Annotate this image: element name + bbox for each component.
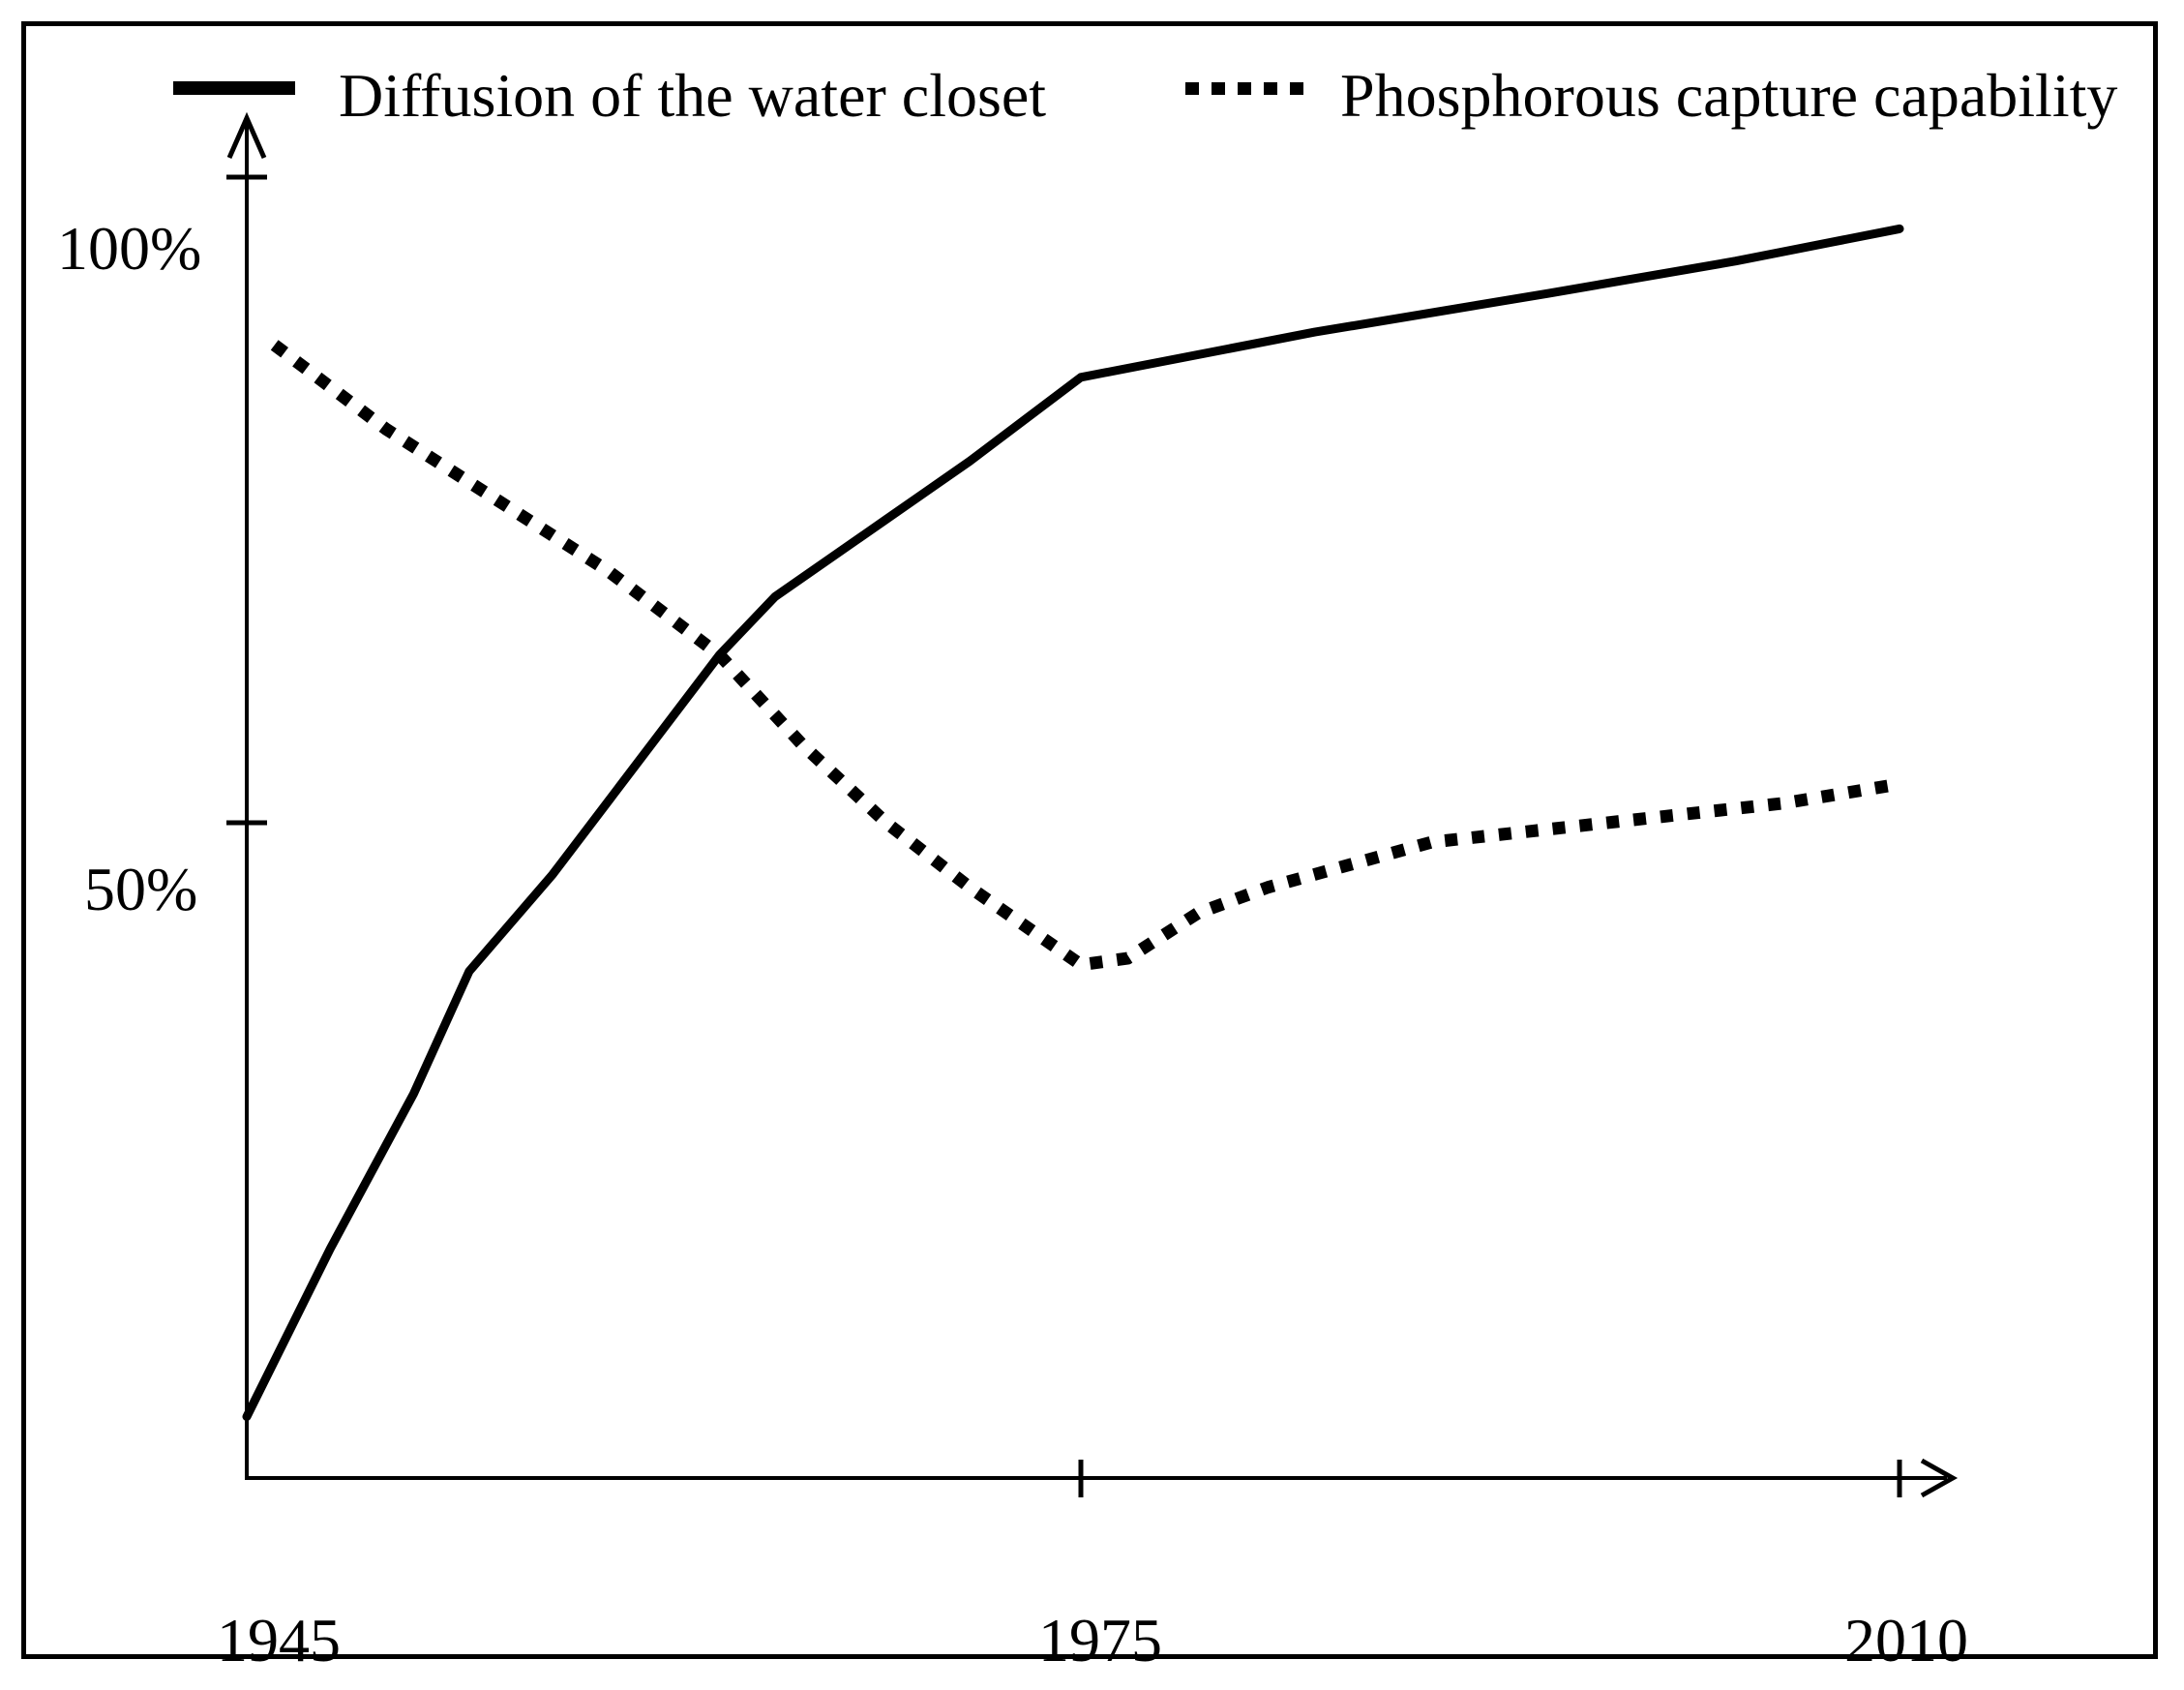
chart-frame: Diffusion of the water closet Phosphorou…	[21, 21, 2158, 1672]
legend-label-phosphorous: Phosphorous capture capability	[1340, 61, 2118, 130]
x-axis-arrowhead-icon	[1920, 1458, 1959, 1498]
series-line-phosphorous-capture-capability	[270, 340, 1901, 972]
legend-solid-line-swatch	[173, 81, 295, 95]
x-axis-tick-label-2010: 2010	[1844, 1606, 1968, 1675]
legend-label-diffusion: Diffusion of the water closet	[339, 61, 1047, 130]
y-axis	[226, 111, 267, 1480]
y-axis-arrowhead-icon	[226, 111, 267, 160]
x-axis-tick-label-1945: 1945	[217, 1606, 341, 1675]
x-axis-tick-label-1975: 1975	[1038, 1606, 1162, 1675]
y-axis-tick-label-50: 50%	[84, 855, 198, 923]
x-axis	[245, 1458, 1959, 1498]
y-axis-tick-label-100: 100%	[57, 214, 202, 283]
series-line-diffusion-of-water-closet	[242, 224, 1904, 1422]
legend-dotted-line-swatch	[1185, 82, 1305, 95]
